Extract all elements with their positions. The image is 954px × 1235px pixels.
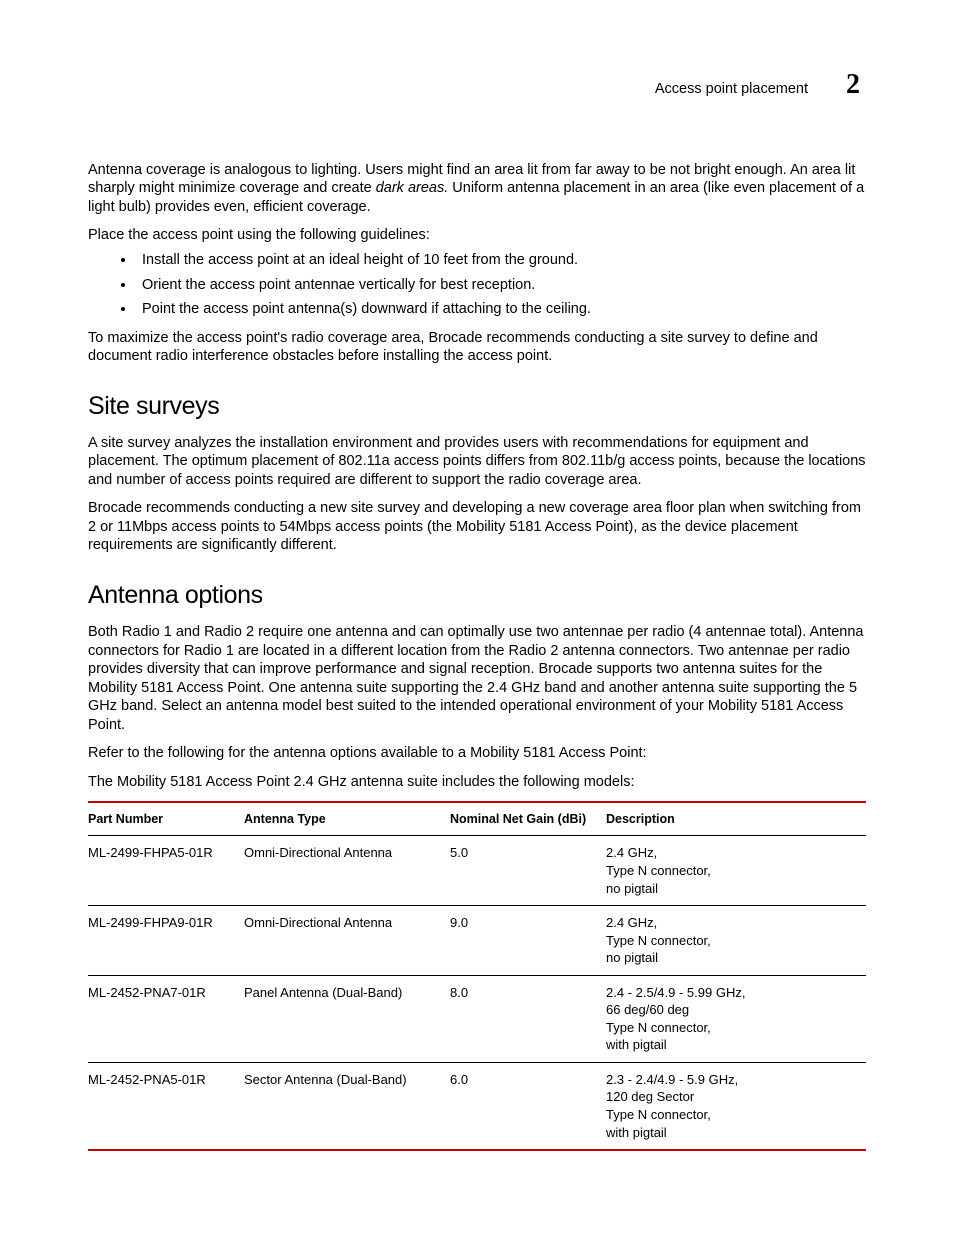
cell-description: 2.4 - 2.5/4.9 - 5.99 GHz, 66 deg/60 deg … — [606, 975, 866, 1062]
desc-line: no pigtail — [606, 949, 860, 967]
desc-line: 2.4 GHz, — [606, 914, 860, 932]
cell-description: 2.3 - 2.4/4.9 - 5.9 GHz, 120 deg Sector … — [606, 1062, 866, 1150]
guideline-item: Install the access point at an ideal hei… — [136, 251, 866, 270]
intro-paragraph-1: Antenna coverage is analogous to lightin… — [88, 161, 866, 217]
antenna-options-p1: Both Radio 1 and Radio 2 require one ant… — [88, 623, 866, 734]
site-surveys-section: A site survey analyzes the installation … — [88, 434, 866, 555]
cell-description: 2.4 GHz, Type N connector, no pigtail — [606, 906, 866, 976]
antenna-options-p2: Refer to the following for the antenna o… — [88, 744, 866, 763]
cell-gain: 6.0 — [450, 1062, 606, 1150]
cell-antenna-type: Sector Antenna (Dual-Band) — [244, 1062, 450, 1150]
antenna-options-p3: The Mobility 5181 Access Point 2.4 GHz a… — [88, 773, 866, 792]
col-gain: Nominal Net Gain (dBi) — [450, 802, 606, 836]
antenna-options-heading: Antenna options — [88, 579, 866, 611]
intro-paragraph-2: Place the access point using the followi… — [88, 226, 866, 245]
intro-paragraph-3: To maximize the access point's radio cov… — [88, 329, 866, 366]
desc-line: Type N connector, — [606, 1106, 860, 1124]
table-row: ML-2499-FHPA9-01R Omni-Directional Anten… — [88, 906, 866, 976]
intro-section: Antenna coverage is analogous to lightin… — [88, 161, 866, 366]
table-header-row: Part Number Antenna Type Nominal Net Gai… — [88, 802, 866, 836]
desc-line: 120 deg Sector — [606, 1088, 860, 1106]
header-section-title: Access point placement — [655, 80, 808, 99]
antenna-options-section: Both Radio 1 and Radio 2 require one ant… — [88, 623, 866, 791]
cell-part-number: ML-2452-PNA5-01R — [88, 1062, 244, 1150]
cell-gain: 8.0 — [450, 975, 606, 1062]
guidelines-list: Install the access point at an ideal hei… — [88, 251, 866, 319]
site-surveys-p2: Brocade recommends conducting a new site… — [88, 499, 866, 555]
table-row: ML-2452-PNA5-01R Sector Antenna (Dual-Ba… — [88, 1062, 866, 1150]
header-chapter-number: 2 — [846, 67, 860, 103]
document-page: Access point placement 2 Antenna coverag… — [0, 0, 954, 1235]
col-antenna-type: Antenna Type — [244, 802, 450, 836]
cell-gain: 5.0 — [450, 836, 606, 906]
desc-line: Type N connector, — [606, 862, 860, 880]
desc-line: Type N connector, — [606, 932, 860, 950]
desc-line: with pigtail — [606, 1036, 860, 1054]
intro-p1-italic: dark areas. — [376, 180, 449, 196]
desc-line: 66 deg/60 deg — [606, 1001, 860, 1019]
cell-gain: 9.0 — [450, 906, 606, 976]
cell-description: 2.4 GHz, Type N connector, no pigtail — [606, 836, 866, 906]
desc-line: Type N connector, — [606, 1019, 860, 1037]
desc-line: 2.4 GHz, — [606, 844, 860, 862]
site-surveys-p1: A site survey analyzes the installation … — [88, 434, 866, 490]
guideline-item: Point the access point antenna(s) downwa… — [136, 300, 866, 319]
table-row: ML-2499-FHPA5-01R Omni-Directional Anten… — [88, 836, 866, 906]
cell-antenna-type: Panel Antenna (Dual-Band) — [244, 975, 450, 1062]
desc-line: 2.4 - 2.5/4.9 - 5.99 GHz, — [606, 984, 860, 1002]
site-surveys-heading: Site surveys — [88, 390, 866, 422]
desc-line: no pigtail — [606, 880, 860, 898]
cell-antenna-type: Omni-Directional Antenna — [244, 836, 450, 906]
cell-part-number: ML-2499-FHPA9-01R — [88, 906, 244, 976]
desc-line: 2.3 - 2.4/4.9 - 5.9 GHz, — [606, 1071, 860, 1089]
cell-antenna-type: Omni-Directional Antenna — [244, 906, 450, 976]
desc-line: with pigtail — [606, 1124, 860, 1142]
col-part-number: Part Number — [88, 802, 244, 836]
table-body: ML-2499-FHPA5-01R Omni-Directional Anten… — [88, 836, 866, 1150]
table-row: ML-2452-PNA7-01R Panel Antenna (Dual-Ban… — [88, 975, 866, 1062]
cell-part-number: ML-2499-FHPA5-01R — [88, 836, 244, 906]
page-header: Access point placement 2 — [88, 67, 866, 103]
antenna-table: Part Number Antenna Type Nominal Net Gai… — [88, 801, 866, 1151]
guideline-item: Orient the access point antennae vertica… — [136, 276, 866, 295]
col-description: Description — [606, 802, 866, 836]
cell-part-number: ML-2452-PNA7-01R — [88, 975, 244, 1062]
